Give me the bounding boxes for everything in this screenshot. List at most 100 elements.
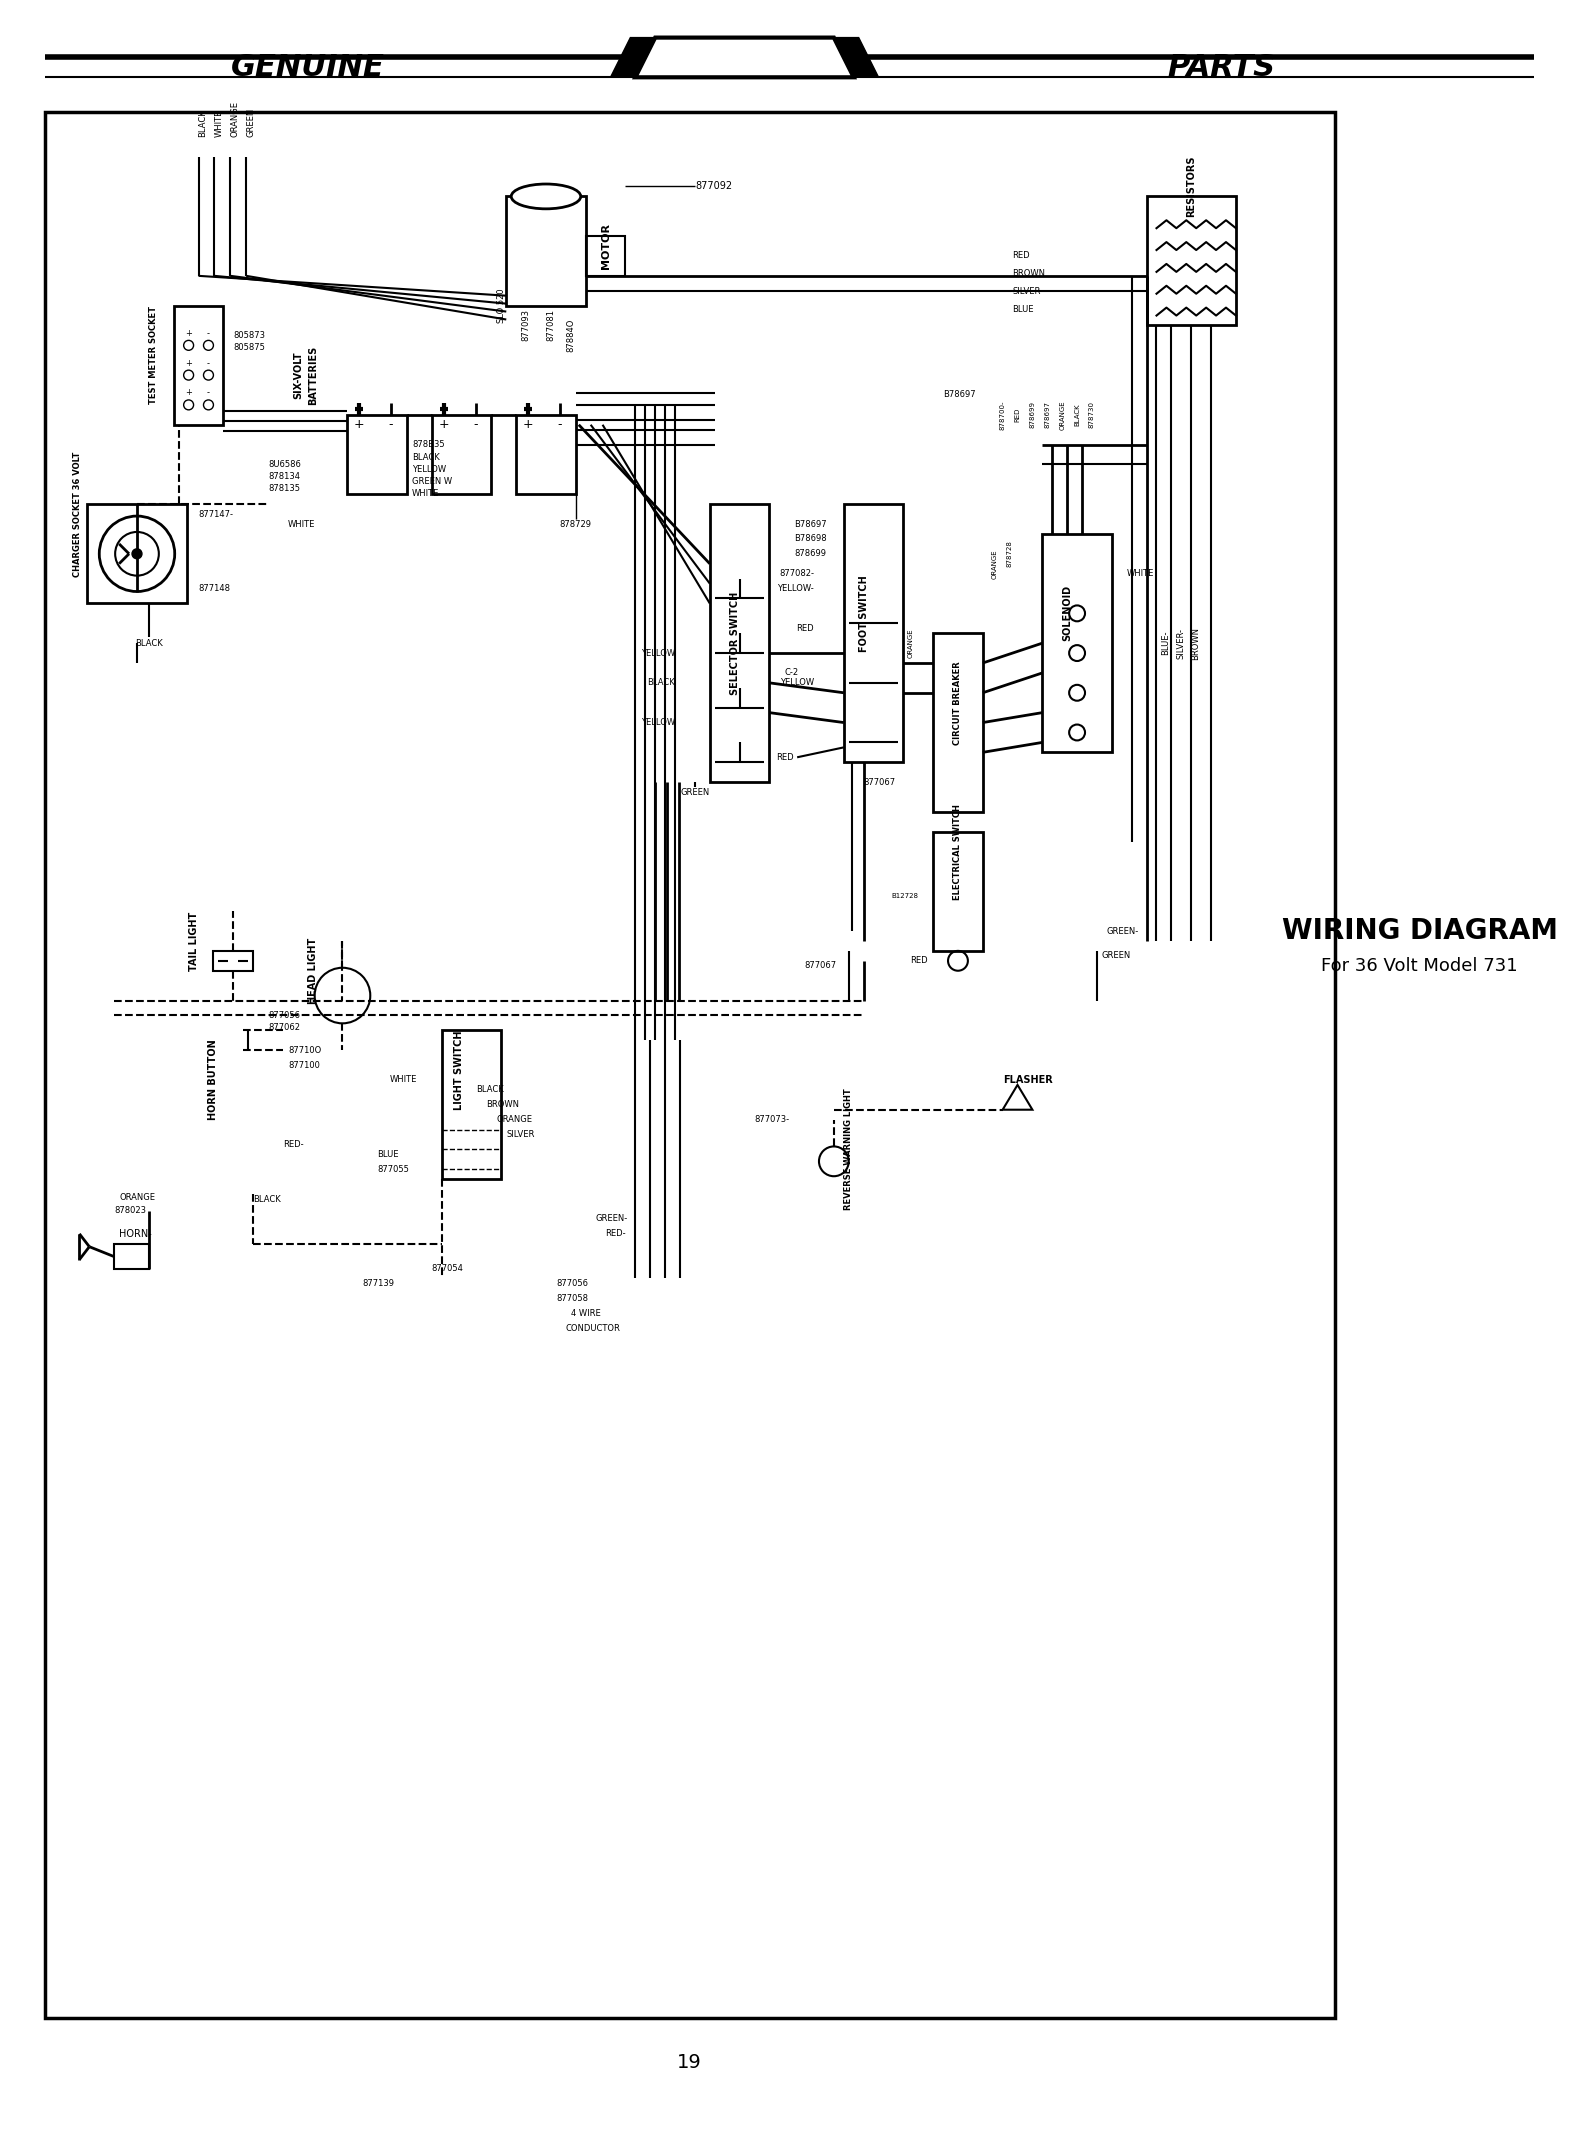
Text: HORN-: HORN- bbox=[119, 1228, 153, 1239]
Text: 805875: 805875 bbox=[234, 342, 265, 351]
Text: WHITE: WHITE bbox=[389, 1076, 416, 1085]
Text: CONDUCTOR: CONDUCTOR bbox=[566, 1325, 621, 1333]
Text: REVERSE WARNING LIGHT: REVERSE WARNING LIGHT bbox=[844, 1089, 853, 1211]
Text: YELLOW: YELLOW bbox=[412, 464, 447, 473]
Text: RED: RED bbox=[1014, 407, 1020, 422]
Bar bbox=[173, 306, 224, 424]
Text: ORANGE: ORANGE bbox=[1060, 400, 1065, 430]
Text: 878729: 878729 bbox=[559, 520, 591, 529]
Text: 805873: 805873 bbox=[234, 332, 265, 340]
Polygon shape bbox=[636, 39, 853, 77]
Text: RESISTORS: RESISTORS bbox=[1187, 156, 1197, 218]
Text: YELLOW: YELLOW bbox=[640, 648, 675, 657]
Text: -: - bbox=[207, 389, 210, 398]
Text: 19: 19 bbox=[677, 2052, 701, 2072]
Text: LIGHT SWITCH: LIGHT SWITCH bbox=[453, 1029, 464, 1111]
Text: For 36 Volt Model 731: For 36 Volt Model 731 bbox=[1320, 957, 1517, 974]
Text: SELECTOR SWITCH: SELECTOR SWITCH bbox=[729, 591, 739, 696]
Text: BLACK: BLACK bbox=[253, 1194, 281, 1203]
Text: 8U6586: 8U6586 bbox=[269, 460, 300, 469]
Text: BLACK: BLACK bbox=[199, 109, 208, 137]
Polygon shape bbox=[834, 39, 879, 77]
Text: BROWN: BROWN bbox=[1012, 270, 1046, 278]
Text: SILVER-: SILVER- bbox=[1176, 627, 1185, 659]
Text: ORANGE: ORANGE bbox=[992, 548, 998, 578]
Text: 878699: 878699 bbox=[1030, 402, 1036, 428]
Bar bbox=[44, 111, 1335, 2018]
Text: 878023: 878023 bbox=[114, 1207, 146, 1216]
Text: WHITE: WHITE bbox=[412, 488, 439, 499]
Text: WHITE: WHITE bbox=[288, 520, 315, 529]
Text: BLACK: BLACK bbox=[1074, 404, 1081, 426]
Text: YELLOW: YELLOW bbox=[640, 719, 675, 728]
Text: WIRING DIAGRAM: WIRING DIAGRAM bbox=[1282, 918, 1557, 946]
Text: RED: RED bbox=[796, 623, 814, 633]
Text: TEST METER SOCKET: TEST METER SOCKET bbox=[149, 306, 159, 404]
Text: GREEN-: GREEN- bbox=[596, 1213, 628, 1224]
Text: SILVER: SILVER bbox=[507, 1130, 534, 1138]
Bar bbox=[516, 415, 575, 494]
Text: GREEN: GREEN bbox=[1101, 952, 1131, 961]
Text: 877100: 877100 bbox=[288, 1061, 319, 1070]
Text: GREEN: GREEN bbox=[246, 107, 256, 137]
Text: +: + bbox=[523, 417, 534, 432]
Text: C-2: C-2 bbox=[785, 668, 798, 678]
Text: YELLOW-: YELLOW- bbox=[777, 584, 814, 593]
Text: GREEN: GREEN bbox=[680, 788, 710, 796]
Text: SLO 520: SLO 520 bbox=[497, 289, 507, 323]
Text: 877054: 877054 bbox=[432, 1265, 464, 1273]
Text: RED-: RED- bbox=[605, 1228, 626, 1239]
Text: 878728: 878728 bbox=[1006, 541, 1012, 567]
Text: RED: RED bbox=[1012, 253, 1030, 261]
Text: B78697: B78697 bbox=[942, 389, 976, 400]
Text: 877148: 877148 bbox=[199, 584, 230, 593]
Text: 878135: 878135 bbox=[269, 484, 300, 492]
Text: PARTS: PARTS bbox=[1166, 54, 1274, 81]
Text: CIRCUIT BREAKER: CIRCUIT BREAKER bbox=[953, 661, 963, 745]
Bar bbox=[844, 505, 904, 762]
Bar bbox=[432, 415, 491, 494]
Text: 87710O: 87710O bbox=[288, 1046, 321, 1055]
Text: 877147-: 877147- bbox=[199, 509, 234, 518]
Bar bbox=[933, 633, 982, 811]
Text: CUSHMAN.: CUSHMAN. bbox=[694, 47, 794, 66]
Text: -: - bbox=[474, 417, 478, 432]
Text: BATTERIES: BATTERIES bbox=[308, 345, 318, 404]
Ellipse shape bbox=[512, 184, 580, 210]
Text: FLASHER: FLASHER bbox=[1003, 1074, 1052, 1085]
Text: 878700-: 878700- bbox=[999, 400, 1006, 430]
Circle shape bbox=[132, 548, 141, 559]
Text: -: - bbox=[207, 360, 210, 368]
Text: -: - bbox=[558, 417, 563, 432]
Text: 878B35: 878B35 bbox=[412, 441, 445, 449]
Text: RED-: RED- bbox=[283, 1141, 303, 1149]
Text: -: - bbox=[207, 330, 210, 338]
Bar bbox=[1042, 535, 1112, 753]
Text: 878699: 878699 bbox=[794, 550, 826, 559]
Text: SOLENOID: SOLENOID bbox=[1061, 586, 1073, 642]
Polygon shape bbox=[610, 39, 655, 77]
Text: GREEN W: GREEN W bbox=[412, 477, 453, 486]
Text: GREEN-: GREEN- bbox=[1108, 927, 1139, 935]
Bar bbox=[87, 505, 186, 603]
Text: BROWN: BROWN bbox=[1192, 627, 1200, 659]
Text: 877056: 877056 bbox=[269, 1010, 300, 1021]
Text: HORN BUTTON: HORN BUTTON bbox=[208, 1040, 218, 1121]
Text: SILVER: SILVER bbox=[1012, 287, 1041, 295]
Text: BLACK: BLACK bbox=[412, 454, 440, 462]
Text: BLACK: BLACK bbox=[647, 678, 675, 687]
Text: +: + bbox=[186, 330, 192, 338]
Text: ELECTRICAL SWITCH: ELECTRICAL SWITCH bbox=[953, 805, 963, 899]
Bar bbox=[213, 950, 253, 972]
Text: +: + bbox=[354, 417, 364, 432]
Bar bbox=[933, 832, 982, 950]
Text: 878730: 878730 bbox=[1088, 402, 1095, 428]
Text: +: + bbox=[186, 360, 192, 368]
Bar bbox=[586, 235, 626, 276]
Text: 877139: 877139 bbox=[362, 1280, 394, 1288]
Text: 878697: 878697 bbox=[1044, 402, 1050, 428]
Text: ORANGE: ORANGE bbox=[230, 101, 240, 137]
Bar bbox=[710, 505, 769, 781]
Text: 877067: 877067 bbox=[804, 961, 836, 969]
Text: 877081: 877081 bbox=[547, 310, 556, 342]
